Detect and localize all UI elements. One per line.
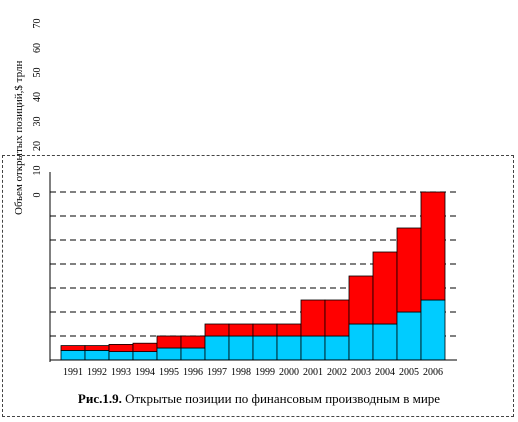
bar-2004-s1 [372,251,398,325]
x-tick-label: 2005 [399,367,419,378]
y-tick-label: 20 [32,141,43,151]
bar-2001-s1 [300,299,326,337]
bar-1999-s0 [252,335,278,361]
bar-2005-s1 [396,227,422,313]
x-tick-label: 1992 [87,367,107,378]
x-tick-label: 1995 [159,367,179,378]
caption-label: Рис.1.9. [77,391,122,406]
bar-2000-s0 [276,335,302,361]
bar-2003-s0 [348,323,374,361]
x-tick-label: 1991 [63,367,83,378]
bar-2000-s1 [276,323,302,337]
bar-1991-s1 [60,345,86,351]
x-tick-label: 1996 [183,367,203,378]
axes [49,172,457,362]
bar-1991-s0 [60,349,86,361]
y-tick-label: 10 [32,166,43,176]
y-tick-label: 50 [32,68,43,78]
bar-1996-s1 [180,335,206,349]
caption-text: Открытые позиции по финансовым производн… [121,391,441,406]
bar-1994-s0 [132,351,158,361]
bar-1997-s0 [204,335,230,361]
bar-2001-s0 [300,335,326,361]
y-tick-label: 30 [32,117,43,127]
y-axis-label: Объем открытых позиций,$ трлн [13,61,25,215]
bar-1997-s1 [204,323,230,337]
y-tick-label: 0 [32,193,43,198]
x-tick-labels: 1991 1992 1993 1994 1995 1996 1997 1998 1999 2000… [63,367,443,378]
bar-1995-s0 [156,347,182,361]
x-tick-label: 2001 [303,367,323,378]
bar-1993-s0 [108,351,134,361]
bar-1992-s0 [84,349,110,361]
bar-2005-s0 [396,311,422,361]
bar-1996-s0 [180,347,206,361]
bar-1998-s1 [228,323,254,337]
bar-2004-s0 [372,323,398,361]
y-tick-label: 60 [32,43,43,53]
figure-frame [2,155,514,417]
x-tick-label: 2000 [279,367,299,378]
chart: 0 10 20 30 40 50 60 70 1991 1992 1993 1994 1995 1996… [13,19,457,378]
bar-2002-s0 [324,335,350,361]
bars [60,191,446,361]
x-tick-label: 1999 [255,367,275,378]
x-tick-label: 1994 [135,367,155,378]
x-tick-label: 1997 [207,367,227,378]
bar-2003-s1 [348,275,374,325]
x-tick-label: 2004 [375,367,395,378]
bar-1999-s1 [252,323,278,337]
bar-2006-s0 [420,299,446,361]
y-tick-label: 70 [32,19,43,29]
x-tick-label: 2003 [351,367,371,378]
x-tick-label: 2006 [423,367,443,378]
x-tick-label: 1993 [111,367,131,378]
y-tick-labels: 0 10 20 30 40 50 60 70 [32,19,43,198]
figure-caption: Рис.1.9. Открытые позиции по финансовым … [0,391,518,407]
bar-1994-s1 [132,342,158,353]
bar-2006-s1 [420,191,446,301]
x-tick-label: 1998 [231,367,251,378]
x-tick-label: 2002 [327,367,347,378]
bar-1995-s1 [156,335,182,349]
bar-1993-s1 [108,343,134,352]
bar-1998-s0 [228,335,254,361]
bar-1992-s1 [84,345,110,351]
y-tick-label: 40 [32,92,43,102]
bar-2002-s1 [324,299,350,337]
